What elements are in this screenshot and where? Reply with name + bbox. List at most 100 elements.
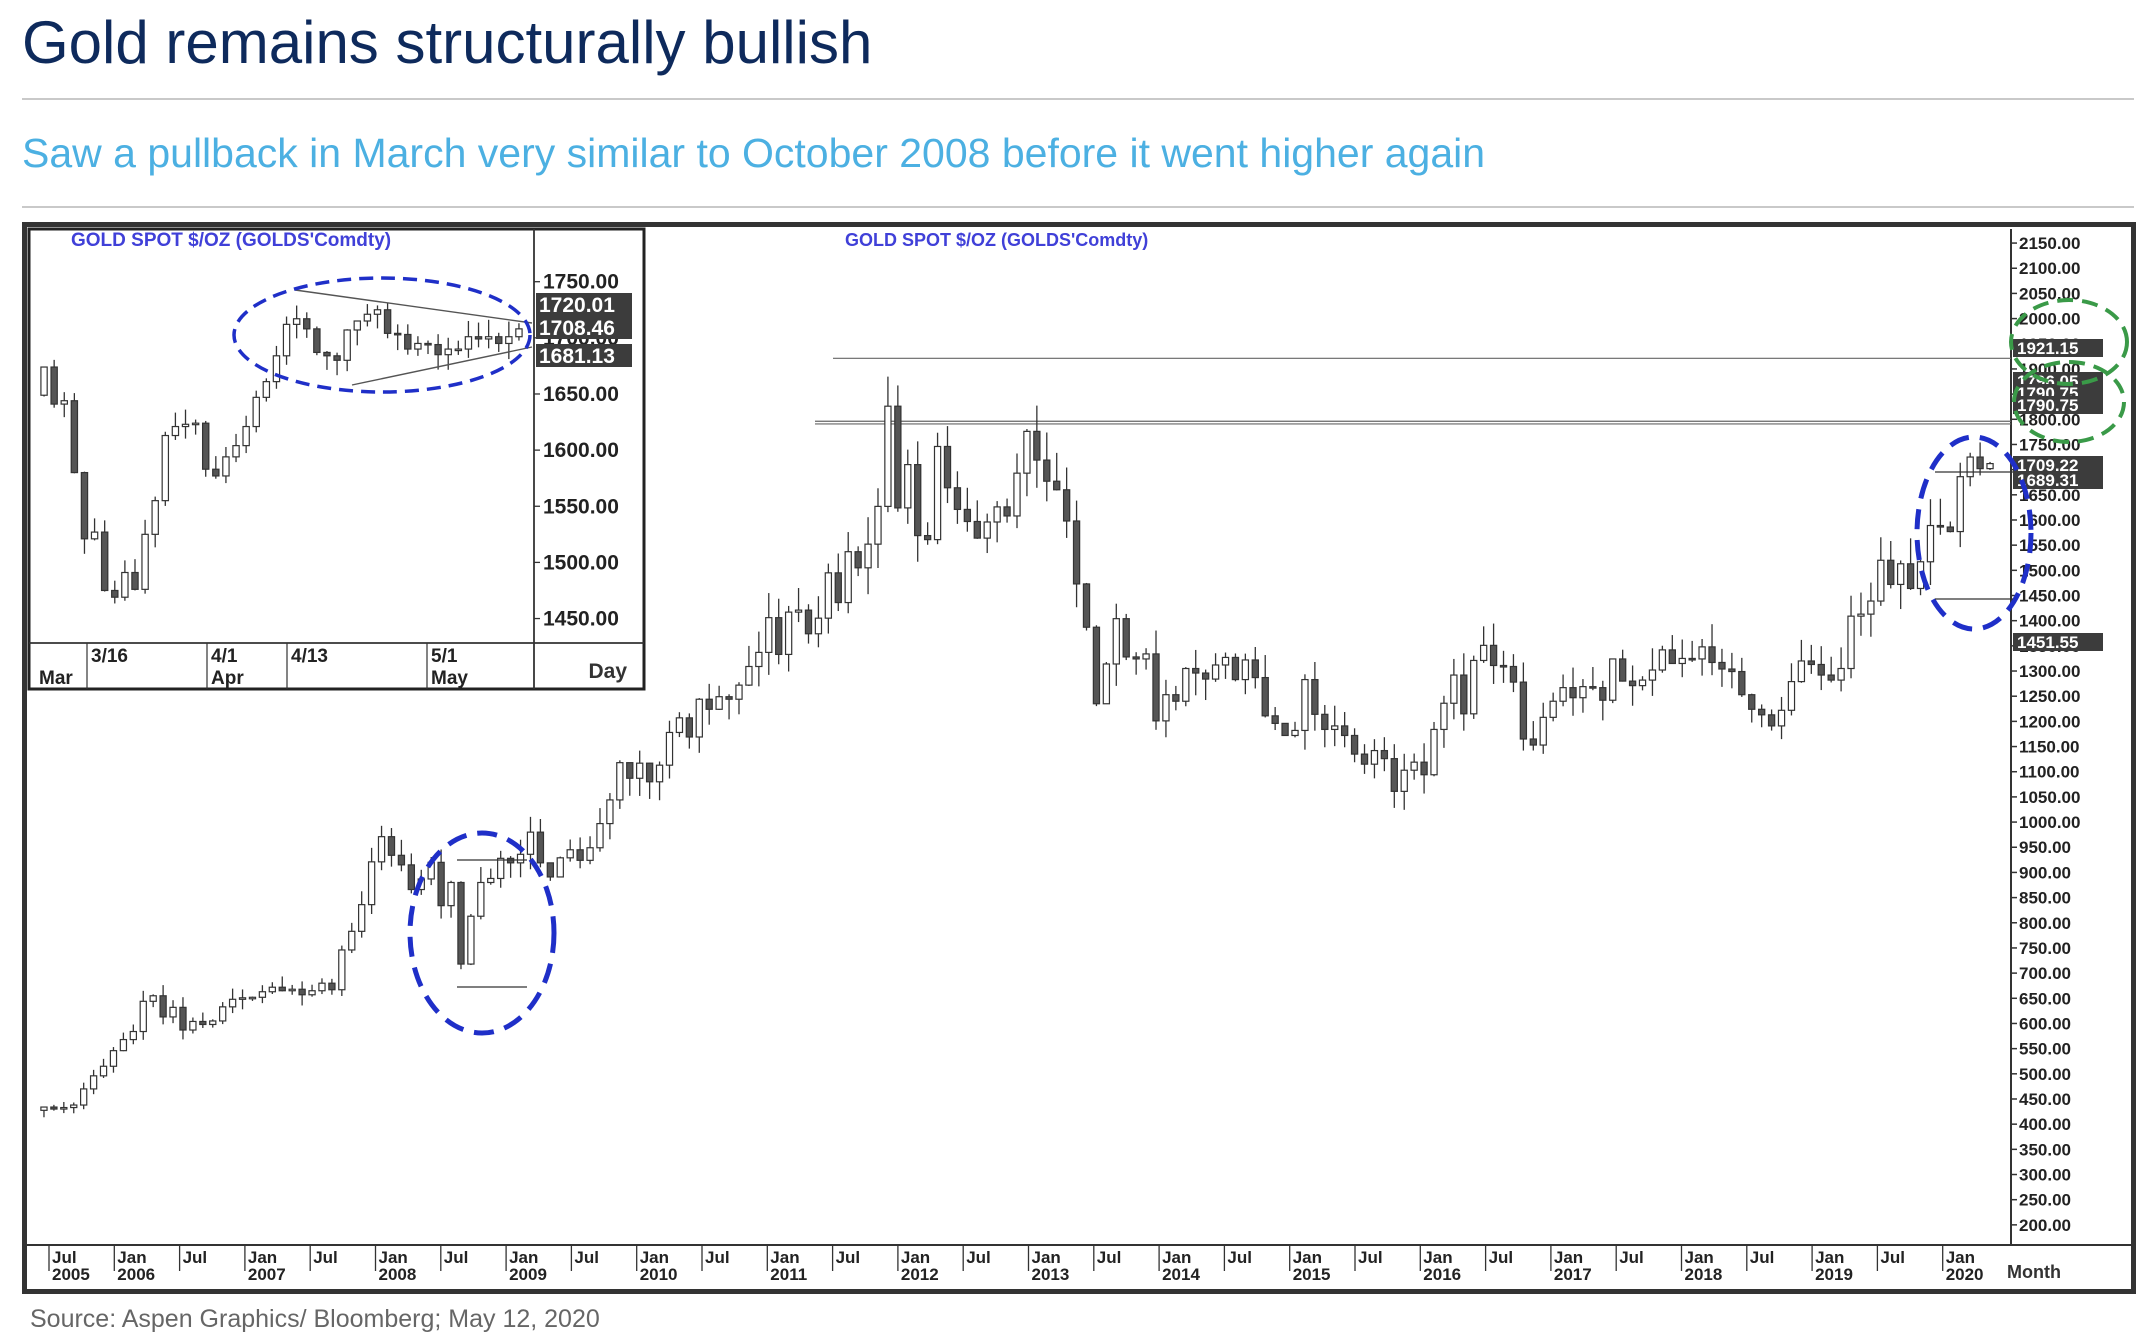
candle: [1231, 656, 1240, 681]
price-label-text: 1921.15: [2017, 339, 2078, 358]
candle: [1479, 644, 1488, 662]
y-tick-label: 850.00: [2019, 889, 2071, 908]
y-tick-label: 1150.00: [2019, 738, 2080, 757]
candle: [495, 336, 503, 345]
candle: [1658, 649, 1667, 671]
source-note: Source: Aspen Graphics/ Bloomberg; May 1…: [30, 1305, 600, 1333]
candle: [242, 425, 250, 447]
inset-price-label-box: [536, 316, 632, 339]
x-year-label: 2010: [640, 1265, 678, 1284]
candle: [1072, 520, 1081, 585]
y-tick-label: 900.00: [2019, 863, 2071, 882]
candle: [414, 342, 422, 350]
inset-y-tick-label: 1500.00: [543, 551, 619, 574]
candle: [1440, 702, 1448, 731]
candle: [464, 336, 473, 350]
inset-chart: GOLD SPOT $/OZ (GOLDS'Comdty) 1750.00 170…: [27, 227, 646, 691]
candle: [1211, 664, 1220, 680]
candle: [1410, 761, 1418, 771]
candle: [854, 551, 862, 569]
candle: [596, 822, 604, 849]
candle: [1966, 456, 1974, 478]
consolidation-circle: [232, 276, 532, 394]
candle: [1757, 708, 1766, 716]
candle: [536, 831, 545, 864]
y-tick-label: 1200.00: [2019, 712, 2080, 731]
x-tick-label: Jul: [1227, 1248, 1252, 1267]
candle: [1559, 687, 1567, 702]
candle: [348, 930, 356, 951]
candle: [377, 836, 386, 863]
inset-x-tick-label: 5/1: [431, 646, 458, 667]
candle: [914, 464, 922, 537]
x-tick-label: Jan: [117, 1248, 146, 1267]
y-tick-label: 750.00: [2019, 939, 2071, 958]
candle: [111, 589, 119, 598]
candle: [1450, 674, 1458, 704]
main-annotations: [407, 298, 2129, 1036]
price-label-box: [2013, 633, 2103, 651]
candle: [1946, 526, 1954, 533]
candle: [179, 1006, 187, 1031]
inset-price-label-text: 1720.01: [539, 294, 615, 317]
candle: [262, 381, 271, 398]
x-year-label: 2019: [1815, 1265, 1853, 1284]
candle: [393, 332, 402, 336]
candle: [1549, 700, 1557, 718]
candle: [209, 1020, 217, 1026]
candle: [675, 717, 684, 734]
candle: [1430, 728, 1438, 776]
x-tick-label: Jul: [1750, 1248, 1775, 1267]
x-year-label: 2018: [1685, 1265, 1723, 1284]
y-tick-label: 1550.00: [2019, 536, 2080, 555]
candle: [1082, 583, 1091, 628]
x-year-label: 2015: [1293, 1265, 1331, 1284]
candle: [353, 320, 362, 331]
inset-x-tick-label: 3/16: [91, 646, 128, 667]
subtitle-divider: [22, 206, 2134, 208]
candle: [516, 853, 525, 864]
candle: [487, 877, 495, 884]
candle: [1370, 749, 1379, 765]
y-tick-label: 1600.00: [2019, 511, 2080, 530]
candle: [358, 904, 366, 932]
candle: [784, 611, 793, 656]
x-tick-label: Jan: [379, 1248, 408, 1267]
candle: [973, 520, 981, 539]
candle: [1767, 714, 1776, 727]
candle: [1509, 665, 1518, 683]
candle: [201, 422, 210, 470]
candle: [477, 881, 485, 917]
candle: [923, 534, 932, 541]
candle: [90, 531, 99, 540]
candle: [1221, 656, 1230, 666]
candle: [149, 995, 157, 1002]
inset-price-label-text: 1708.46: [539, 317, 615, 340]
y-tick-label: 350.00: [2019, 1140, 2071, 1159]
price-label-text: 1790.75: [2017, 396, 2078, 415]
candle: [745, 665, 753, 686]
y-tick-label: 250.00: [2019, 1191, 2071, 1210]
candle: [367, 861, 376, 906]
y-tick-label: 1250.00: [2019, 687, 2080, 706]
candle: [1986, 462, 1994, 470]
candle: [1340, 725, 1349, 737]
candle: [1152, 653, 1160, 722]
inset-x-tick-label: 4/1: [211, 646, 238, 667]
candle: [1261, 676, 1269, 717]
candle: [228, 998, 237, 1008]
candle: [1291, 729, 1299, 737]
candle: [1887, 559, 1895, 586]
candle: [645, 762, 654, 783]
candle: [328, 982, 336, 991]
candle: [191, 422, 200, 426]
candle: [755, 651, 763, 668]
triangle-lower-line: [351, 346, 533, 386]
candle: [308, 990, 316, 996]
candle: [467, 915, 475, 965]
inset-y-axis: 1750.001700.001650.001600.001550.001500.…: [534, 271, 619, 631]
candle: [288, 988, 296, 992]
candle: [1936, 524, 1945, 528]
x-tick-label: Jul: [1358, 1248, 1383, 1267]
candle: [1023, 430, 1031, 474]
